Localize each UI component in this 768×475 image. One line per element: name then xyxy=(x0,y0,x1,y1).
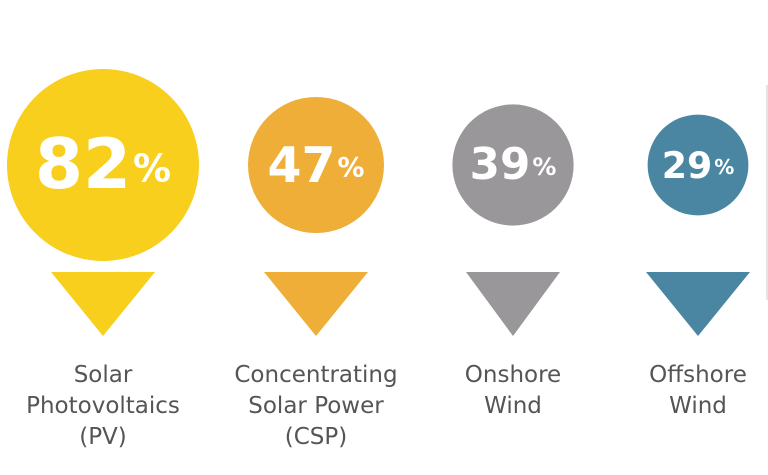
value-percent-sign: % xyxy=(532,153,556,181)
value-number: 82 xyxy=(35,125,131,205)
category-label-line: Wind xyxy=(484,393,542,419)
category-label-2: Concentrating Solar Power (CSP) xyxy=(234,362,397,450)
value-number: 29 xyxy=(662,144,713,187)
value-label-2: 47% xyxy=(268,137,365,194)
category-label-line: Photovoltaics xyxy=(26,393,180,419)
category-label-4: Offshore Wind xyxy=(649,362,747,419)
bubble-2 xyxy=(248,97,384,233)
value-percent-sign: % xyxy=(133,147,171,191)
chart-marks: 82% Solar Photovoltaics (PV) 47% Concentratin… xyxy=(7,69,750,450)
bubble-4 xyxy=(647,114,749,216)
value-label-3: 39% xyxy=(470,140,557,190)
category-label-line: Concentrating xyxy=(234,362,397,388)
value-percent-sign: % xyxy=(714,155,734,179)
category-label-line: Solar xyxy=(74,362,133,388)
value-label-1: 82% xyxy=(35,125,171,205)
category-label-line: Onshore xyxy=(465,362,561,388)
category-label-line: Offshore xyxy=(649,362,747,388)
value-number: 47 xyxy=(268,137,336,194)
category-label-line: Solar Power xyxy=(248,393,384,419)
bubble-1 xyxy=(7,69,199,261)
category-label-1: Solar Photovoltaics (PV) xyxy=(26,362,180,450)
value-number: 39 xyxy=(470,140,531,190)
value-label-4: 29% xyxy=(662,144,735,187)
category-label-line: (PV) xyxy=(79,424,127,450)
category-label-3: Onshore Wind xyxy=(465,362,561,419)
pointer-triangle-3 xyxy=(466,272,560,336)
category-label-line: (CSP) xyxy=(285,424,347,450)
category-label-line: Wind xyxy=(669,393,727,419)
pointer-triangle-1 xyxy=(51,272,155,336)
bubble-3 xyxy=(452,104,574,226)
pointer-triangle-2 xyxy=(264,272,368,336)
pointer-triangle-4 xyxy=(646,272,750,336)
value-percent-sign: % xyxy=(338,152,365,183)
